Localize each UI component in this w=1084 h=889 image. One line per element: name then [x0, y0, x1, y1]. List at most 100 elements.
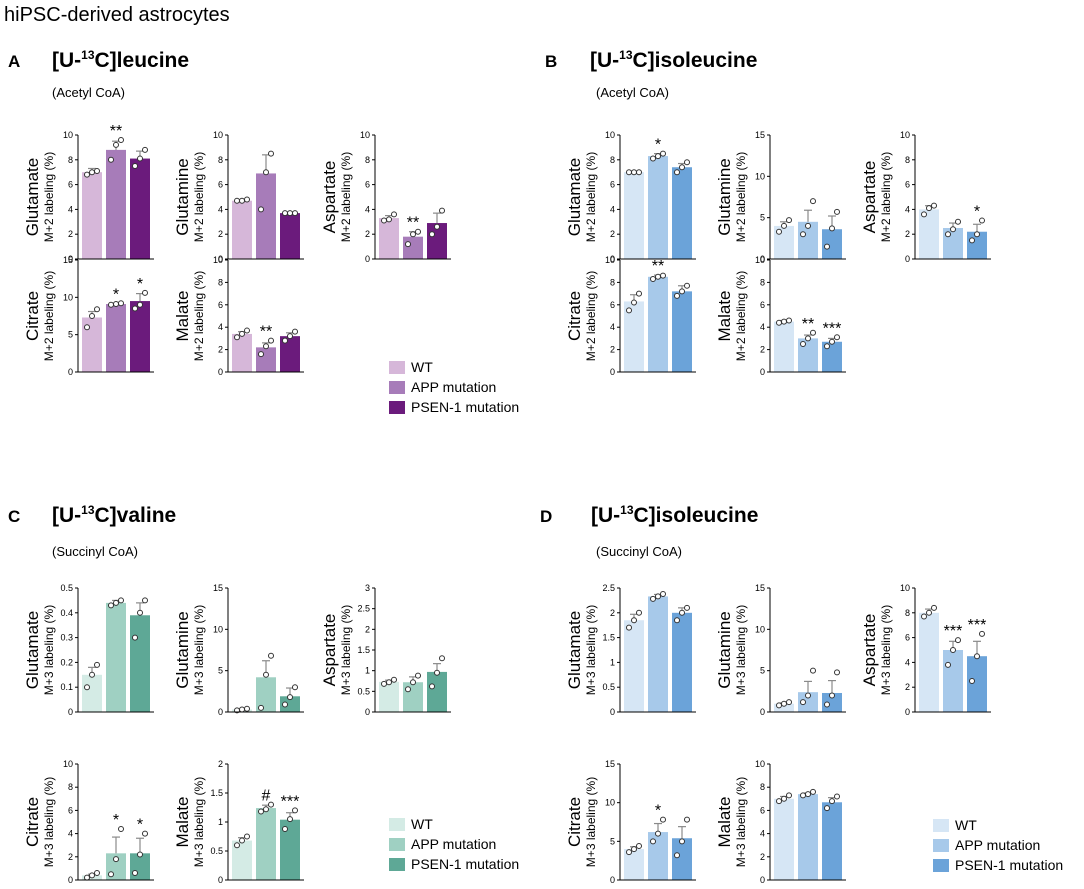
- y-tick-label: 10: [213, 624, 223, 634]
- bar: [403, 236, 423, 259]
- y-tick-label: 0: [610, 875, 615, 885]
- significance-label: ***: [968, 617, 987, 634]
- data-point: [631, 299, 637, 306]
- data-point: [660, 150, 666, 157]
- bar: [256, 677, 276, 712]
- data-point: [650, 155, 656, 162]
- significance-label: **: [652, 258, 664, 275]
- data-point: [113, 856, 119, 863]
- bar: [648, 156, 668, 259]
- data-point: [776, 798, 782, 805]
- y-tick-label: 6: [905, 180, 910, 190]
- y-tick-label: 2: [68, 229, 73, 239]
- bar: [967, 656, 987, 712]
- chart-c-citrate: * * 0 2 4 6 8 10 Citrate M+3 labeling (%): [23, 759, 154, 885]
- y-tick-label: 8: [218, 155, 223, 165]
- data-point: [405, 241, 411, 248]
- data-point: [805, 222, 811, 229]
- data-point: [979, 217, 985, 224]
- chart-c-malate: # *** 0 0.5 1 1.5 2 Malate M+3 labeling (%): [173, 759, 304, 885]
- data-point: [776, 702, 782, 709]
- tracer-prefix: [U-: [591, 504, 620, 527]
- legend-purple: WT APP mutation PSEN-1 mutation: [389, 359, 519, 415]
- data-point: [650, 595, 656, 602]
- legend-swatch: [933, 859, 949, 872]
- data-point: [974, 653, 980, 660]
- y-tick-label: 10: [605, 255, 615, 265]
- y-axis-label: M+3 labeling (%): [192, 777, 206, 867]
- data-point: [244, 327, 250, 334]
- significance-label: ***: [823, 320, 842, 337]
- y-tick-label: 0.1: [60, 682, 73, 692]
- significance-label: *: [113, 286, 119, 303]
- data-point: [386, 216, 392, 223]
- chart-a-aspartate: ** 0 2 4 6 8 10 Aspartate M+2 labeling (%): [320, 130, 451, 264]
- bar: [774, 321, 794, 372]
- y-tick-label: 6: [218, 180, 223, 190]
- data-point: [626, 624, 632, 631]
- bar: [624, 849, 644, 880]
- data-point: [386, 679, 392, 686]
- data-point: [945, 661, 951, 668]
- figure-title: hiPSC-derived astrocytes: [4, 4, 230, 26]
- y-tick-label: 2: [365, 624, 370, 634]
- legend-label: WT: [411, 816, 433, 832]
- significance-label: ***: [944, 623, 963, 640]
- data-point: [955, 218, 961, 225]
- data-point: [921, 211, 927, 218]
- data-point: [292, 210, 298, 217]
- data-point: [786, 217, 792, 224]
- y-tick-label: 0.3: [60, 633, 73, 643]
- legend-label: WT: [411, 359, 433, 375]
- tracer-title: [U-13C]isoleucine: [590, 48, 757, 72]
- chart-title: Aspartate: [320, 161, 339, 234]
- data-point: [674, 292, 680, 299]
- y-tick-label: 10: [900, 130, 910, 140]
- data-point: [969, 237, 975, 244]
- data-point: [636, 609, 642, 616]
- data-point: [805, 791, 811, 798]
- data-point: [258, 351, 264, 358]
- data-point: [800, 792, 806, 799]
- y-tick-label: 5: [68, 330, 73, 340]
- bar: [822, 341, 842, 372]
- y-axis-label: M+3 labeling (%): [734, 605, 748, 695]
- tracer-prefix: [U-: [590, 49, 619, 72]
- bar: [130, 615, 150, 712]
- y-tick-label: 0: [365, 254, 370, 264]
- y-tick-label: 0.5: [602, 682, 615, 692]
- data-point: [268, 337, 274, 344]
- y-tick-label: 0.2: [60, 657, 73, 667]
- chart-title: Aspartate: [860, 614, 879, 687]
- data-point: [137, 851, 143, 858]
- data-point: [786, 792, 792, 799]
- data-point: [674, 169, 680, 176]
- y-tick-label: 6: [68, 180, 73, 190]
- y-tick-label: 10: [755, 255, 765, 265]
- data-point: [684, 159, 690, 166]
- legend-swatch: [933, 839, 949, 852]
- chart-title: Glutamate: [23, 611, 42, 689]
- y-tick-label: 0: [760, 367, 765, 377]
- y-tick-label: 0: [68, 875, 73, 885]
- chart-title: Glutamine: [173, 158, 192, 235]
- y-tick-label: 0: [760, 254, 765, 264]
- data-point: [381, 680, 387, 687]
- bar: [943, 650, 963, 712]
- bar: [280, 213, 300, 259]
- data-point: [660, 272, 666, 279]
- y-tick-label: 2: [760, 852, 765, 862]
- chart-title: Citrate: [565, 797, 584, 847]
- bar: [672, 838, 692, 880]
- data-point: [655, 830, 661, 837]
- bar: [648, 276, 668, 372]
- y-tick-label: 10: [213, 255, 223, 265]
- y-tick-label: 1: [365, 666, 370, 676]
- data-point: [415, 228, 421, 235]
- y-tick-label: 6: [610, 300, 615, 310]
- tracer-superscript: 13: [620, 503, 634, 517]
- y-axis-label: M+2 labeling (%): [734, 152, 748, 242]
- data-point: [282, 825, 288, 832]
